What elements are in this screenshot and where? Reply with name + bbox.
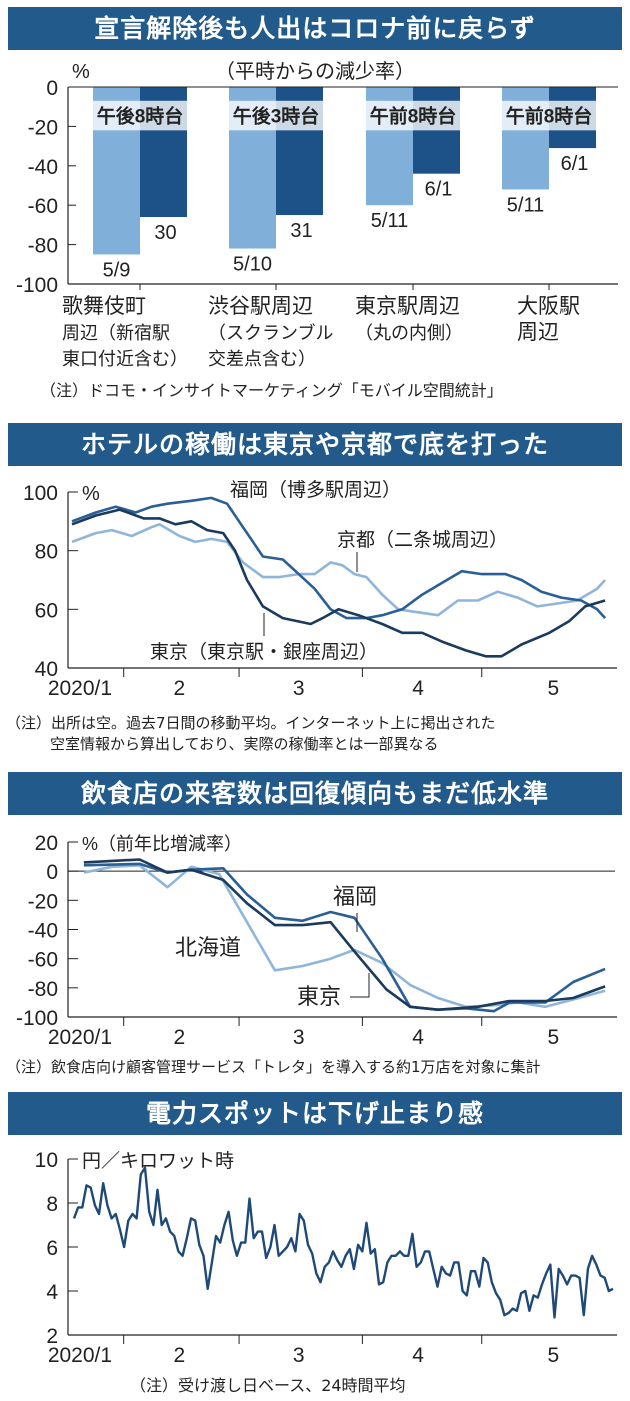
y-tick-label: 40	[35, 658, 58, 681]
bar-value-label: 6/1	[561, 153, 589, 175]
y-tick-label: 2	[46, 1325, 58, 1348]
category-label: （スクランブル	[208, 322, 333, 343]
y-tick-label: -40	[28, 920, 58, 943]
y-tick-label: -100	[16, 274, 58, 297]
time-band-label: 午前8時台	[506, 105, 593, 128]
y-unit-label: %（前年比増減率）	[82, 834, 242, 854]
y-tick-label: 0	[46, 77, 58, 100]
x-tick-label: 2	[174, 1344, 186, 1367]
bar-value-label: 31	[290, 220, 312, 242]
bar-value-label: 30	[154, 222, 176, 244]
x-tick-label: 2020/1	[48, 677, 112, 700]
series-label-tokyo: 東京	[297, 984, 341, 1009]
chart2-note-line1: （注）出所は空。過去7日間の移動平均。インターネット上に掲出された	[6, 714, 496, 732]
bar-value-label: 6/1	[425, 179, 453, 201]
series-label-fukuoka: 福岡	[333, 884, 377, 909]
bar-value-label: 5/11	[507, 194, 544, 216]
time-band-label: 午後3時台	[233, 105, 320, 128]
x-tick-label: 2	[174, 1026, 186, 1049]
series-line-2	[83, 858, 606, 1011]
x-tick-label: 4	[412, 1026, 424, 1049]
y-tick-label: -60	[28, 195, 58, 218]
y-tick-label: -40	[28, 156, 58, 179]
y-tick-label: 6	[46, 1237, 58, 1260]
category-label: 歌舞伎町	[62, 295, 146, 318]
category-label: （丸の内側）	[355, 323, 463, 343]
chart3-restaurant-visitors-line-chart: 20 0 -20 -40 -60 -80 -100 %（前年比増減率） 2020/1 2 3 4 5 福岡…	[16, 832, 617, 1049]
time-band	[93, 100, 187, 131]
series-label-kyoto: 京都（二条城周辺）	[337, 529, 508, 551]
x-tick-label: 3	[293, 1344, 305, 1367]
bar-value-label: 5/11	[371, 210, 408, 232]
category-label: 周辺（新宿駅	[62, 323, 170, 343]
series-line-0	[72, 1166, 614, 1319]
y-unit-label: 円／キロワット時	[82, 1150, 234, 1172]
chart4-title: 電力スポットは下げ止まり感	[8, 1092, 622, 1135]
x-tick-label: 3	[293, 1026, 305, 1049]
time-band-label: 午後8時台	[97, 105, 184, 128]
series-line-1	[71, 496, 607, 620]
category-label: 東口付近含む）	[62, 349, 188, 369]
y-tick-label: 8	[46, 1193, 58, 1216]
series-label-hokkaido: 北海道	[175, 935, 241, 960]
x-tick-label: 5	[548, 1026, 560, 1049]
y-tick-label: 10	[35, 1149, 58, 1172]
chart2-title: ホテルの稼働は東京や京都で底を打った	[8, 423, 622, 466]
y-tick-label: -20	[28, 890, 58, 913]
series-line-2	[71, 508, 606, 658]
x-tick-label: 4	[412, 1344, 424, 1367]
chart-subtitle: （平時からの減少率）	[215, 60, 415, 83]
category-label: 交差点含む）	[208, 349, 316, 369]
y-tick-label: -80	[28, 978, 58, 1001]
chart2-hotel-occupancy-line-chart: 100 80 60 40% 2020/1 2 3 4 5 福岡（博多駅周辺） 京都（二条城周辺） 東京…	[23, 479, 617, 700]
y-tick-label: 20	[35, 832, 58, 855]
y-tick-label: 0	[46, 861, 58, 884]
y-tick-label: -80	[28, 235, 58, 258]
y-tick-label: 80	[35, 541, 58, 564]
time-band	[502, 100, 596, 131]
y-tick-label: 100	[23, 482, 58, 505]
time-band	[366, 100, 460, 131]
y-tick-label: -100	[16, 1007, 58, 1030]
x-tick-label: 3	[293, 677, 305, 700]
bar-value-label: 5/10	[233, 254, 272, 276]
series-line-0	[71, 523, 607, 617]
category-label: 東京駅周辺	[355, 295, 460, 318]
y-tick-label: -60	[28, 949, 58, 972]
x-tick-label: 2020/1	[48, 1026, 112, 1049]
chart2-note-line2: 空室情報から算出しており、実際の稼働率とは一部異なる	[50, 735, 439, 753]
y-tick-label: 4	[46, 1281, 58, 1304]
y-tick-label: 60	[35, 599, 58, 622]
chart3-title: 飲食店の来客数は回復傾向もまだ低水準	[8, 772, 622, 815]
y-unit-label: %	[82, 483, 100, 505]
x-tick-label: 2	[174, 677, 186, 700]
y-unit-label: %	[72, 61, 90, 83]
category-label: 大阪駅	[517, 295, 580, 318]
chart4-note: （注）受け渡し日ベース、24時間平均	[130, 1376, 406, 1395]
x-tick-label: 2020/1	[48, 1344, 112, 1367]
bar-value-label: 5/9	[103, 259, 131, 281]
chart1-title: 宣言解除後も人出はコロナ前に戻らず	[8, 7, 622, 50]
x-tick-label: 5	[548, 677, 560, 700]
x-tick-label: 5	[548, 1344, 560, 1367]
time-band-label: 午前8時台	[370, 105, 457, 128]
chart3-note: （注）飲食店向け顧客管理サービス「トレタ」を導入する約1万店を対象に集計	[6, 1058, 541, 1076]
time-band	[229, 100, 323, 131]
chart1-note: （注）ドコモ・インサイトマーケティング「モバイル空間統計」	[40, 381, 503, 400]
category-label: 渋谷駅周辺	[208, 295, 313, 318]
x-tick-label: 4	[412, 677, 424, 700]
y-tick-label: -20	[28, 116, 58, 139]
series-label-tokyo: 東京（東京駅・銀座周辺）	[150, 641, 378, 663]
chart1-people-flow-bar-chart: % （平時からの減少率） 0 -20 -40 -60 -80 -100 5/9 30 午後8時台歌舞…	[16, 60, 618, 369]
category-label: 周辺	[517, 321, 559, 344]
tokyo-leader-line	[350, 973, 370, 998]
series-label-fukuoka: 福岡（博多駅周辺）	[230, 479, 401, 501]
